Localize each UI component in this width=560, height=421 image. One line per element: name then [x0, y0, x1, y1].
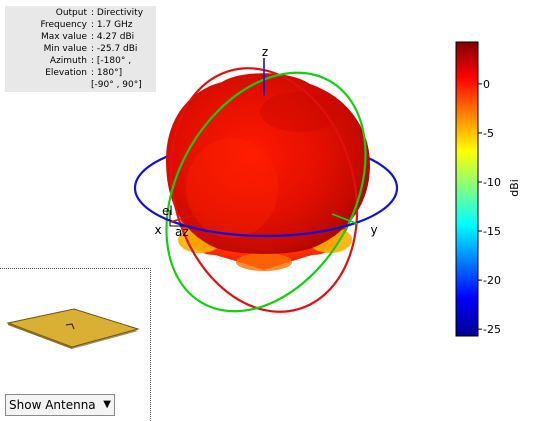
info-key: Output [55, 8, 87, 18]
info-value: : Directivity [91, 8, 144, 18]
info-key: Frequency [40, 20, 88, 30]
pattern-main-lobe [166, 73, 370, 254]
axis-label-el: el [162, 204, 173, 218]
info-value: : 4.27 dBi [91, 32, 135, 42]
colorbar-tick-label: -10 [483, 176, 501, 189]
info-key: Min value [43, 44, 87, 54]
axis-label-x: x [154, 223, 161, 237]
colorbar-unit-label: dBi [508, 179, 521, 197]
antenna-preview-panel [0, 268, 151, 421]
info-value: : 1.7 GHz [91, 20, 133, 30]
axis-label-az: az [175, 225, 189, 239]
info-row-continuation: [-90° , 90°] [5, 79, 156, 91]
elevation-circle-red [169, 67, 359, 313]
colorbar-tick-label: 0 [483, 78, 490, 91]
info-key: Max value [40, 32, 87, 42]
patch-feed-marker [65, 323, 75, 330]
coordinate-axes [169, 58, 359, 227]
info-key: Elevation [45, 68, 87, 78]
elevation-circle-green [165, 71, 367, 313]
colorbar-tick-label: -25 [483, 323, 501, 336]
colorbar: 0 -5 -10 -15 -20 -25 dBi [455, 41, 521, 337]
info-value: [-90° , 90°] [91, 80, 142, 90]
colorbar-tick-label: -15 [483, 225, 501, 238]
info-row-max-value: Max value : 4.27 dBi [5, 31, 156, 43]
info-row-min-value: Min value : -25.7 dBi [5, 43, 156, 55]
info-row-elevation: Elevation : 180°] [5, 67, 156, 79]
info-value: : [-180° , [91, 56, 132, 66]
info-row-azimuth: Azimuth : [-180° , [5, 55, 156, 67]
antenna-geometry [6, 308, 140, 349]
colorbar-tick-label: -20 [483, 274, 501, 287]
info-value: : 180°] [91, 68, 123, 78]
info-key: Azimuth [49, 56, 87, 66]
info-value: : -25.7 dBi [91, 44, 138, 54]
view-dropdown-label: Show Antenna [9, 398, 96, 412]
colorbar-tick-label: -5 [483, 127, 494, 140]
chevron-down-icon[interactable]: ▼ [103, 399, 111, 410]
view-dropdown[interactable]: Show Antenna ▼ [5, 394, 115, 416]
info-row-output: Output : Directivity [5, 7, 156, 19]
patch-edge [8, 323, 72, 349]
azimuth-circle-front [133, 187, 399, 238]
info-row-frequency: Frequency : 1.7 GHz [5, 19, 156, 31]
axis-label-y: y [370, 223, 377, 237]
colorbar-gradient [455, 41, 479, 337]
colorbar-ticks: 0 -5 -10 -15 -20 -25 [478, 78, 501, 336]
axis-label-z: z [262, 45, 268, 59]
info-panel: Output : Directivity Frequency : 1.7 GHz… [5, 6, 156, 92]
